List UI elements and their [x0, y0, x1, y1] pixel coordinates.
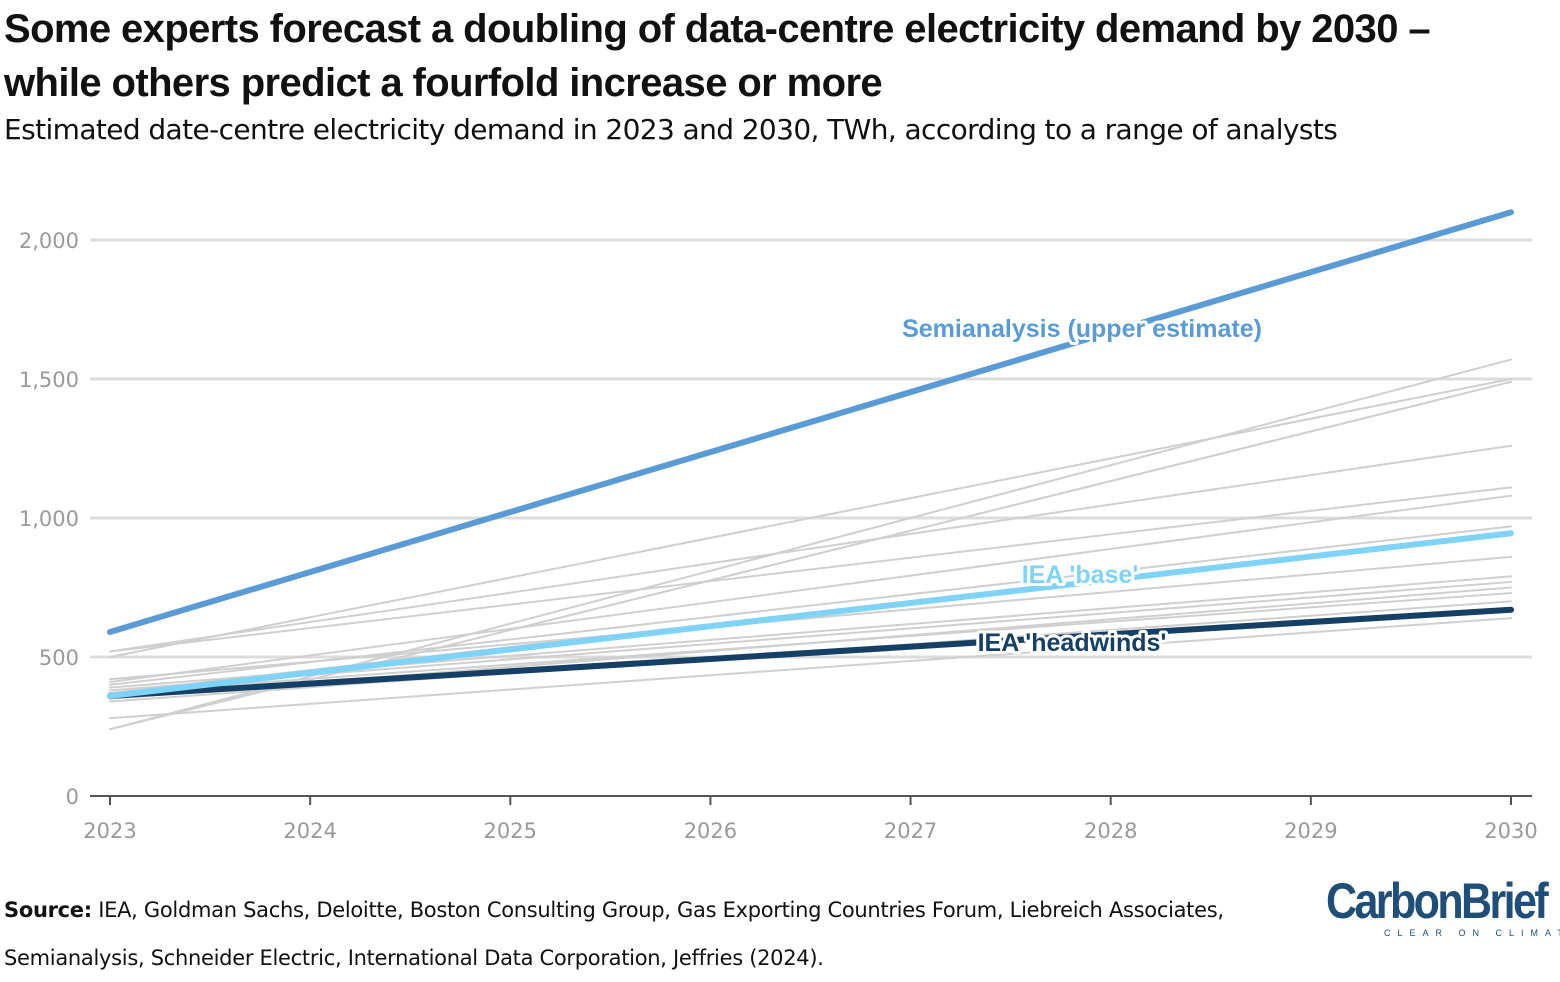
analyst-line — [109, 592, 1512, 695]
analyst-line — [109, 617, 1512, 720]
chart-title-line-1: Some experts forecast a doubling of data… — [4, 7, 1431, 51]
logo-tagline: CLEAR ON CLIMATE — [1384, 928, 1560, 938]
y-tick-label: 1,500 — [19, 368, 79, 392]
x-tick-label: 2026 — [684, 819, 737, 843]
gridlines — [90, 238, 1532, 659]
analyst-line — [109, 444, 1512, 653]
x-tick-label: 2023 — [83, 819, 136, 843]
line-chart: 0 500 1,000 1,500 2,000 2023 2024 2025 2026 2027… — [19, 209, 1538, 843]
y-tick-label: 0 — [66, 785, 79, 809]
x-tick-label: 2027 — [884, 819, 937, 843]
chart-title: Some experts forecast a doubling of data… — [4, 2, 1544, 110]
semianalysis-line — [107, 209, 1514, 635]
source-note: Source: IEA, Goldman Sachs, Deloitte, Bo… — [4, 886, 1264, 982]
y-axis-ticks: 0 500 1,000 1,500 2,000 — [19, 229, 79, 809]
iea-headwinds-label: IEA 'headwinds' — [978, 629, 1167, 657]
source-label: Source: — [4, 898, 92, 922]
analyst-line — [109, 486, 1512, 653]
highlighted-lines — [107, 209, 1514, 699]
analyst-line — [109, 555, 1512, 681]
x-axis: 2023 2024 2025 2026 2027 2028 2029 2030 — [83, 795, 1538, 843]
analyst-line — [109, 494, 1512, 684]
iea-base-line — [107, 530, 1514, 699]
x-tick-label: 2024 — [283, 819, 336, 843]
y-tick-label: 2,000 — [19, 229, 79, 253]
x-tick-label: 2030 — [1484, 819, 1537, 843]
iea-base-label: IEA 'base' — [1022, 561, 1139, 589]
x-tick-label: 2028 — [1084, 819, 1137, 843]
iea-headwinds-line — [107, 606, 1514, 699]
chart-title-line-2: while others predict a fourfold increase… — [4, 61, 883, 105]
y-tick-label: 500 — [39, 646, 79, 670]
y-tick-label: 1,000 — [19, 507, 79, 531]
logo-name: CarbonBrief — [1326, 873, 1549, 929]
semianalysis-label: Semianalysis (upper estimate) — [902, 315, 1262, 343]
chart-subtitle: Estimated date-centre electricity demand… — [4, 113, 1338, 146]
carbonbrief-logo: CarbonBrief CLEAR ON CLIMATE — [1326, 872, 1560, 942]
x-tick-label: 2025 — [484, 819, 537, 843]
x-tick-label: 2029 — [1284, 819, 1337, 843]
series-labels: Semianalysis (upper estimate) IEA 'base' I… — [899, 312, 1265, 660]
source-text: IEA, Goldman Sachs, Deloitte, Boston Con… — [4, 898, 1224, 970]
analyst-line — [109, 378, 1512, 658]
analyst-line — [109, 580, 1512, 692]
